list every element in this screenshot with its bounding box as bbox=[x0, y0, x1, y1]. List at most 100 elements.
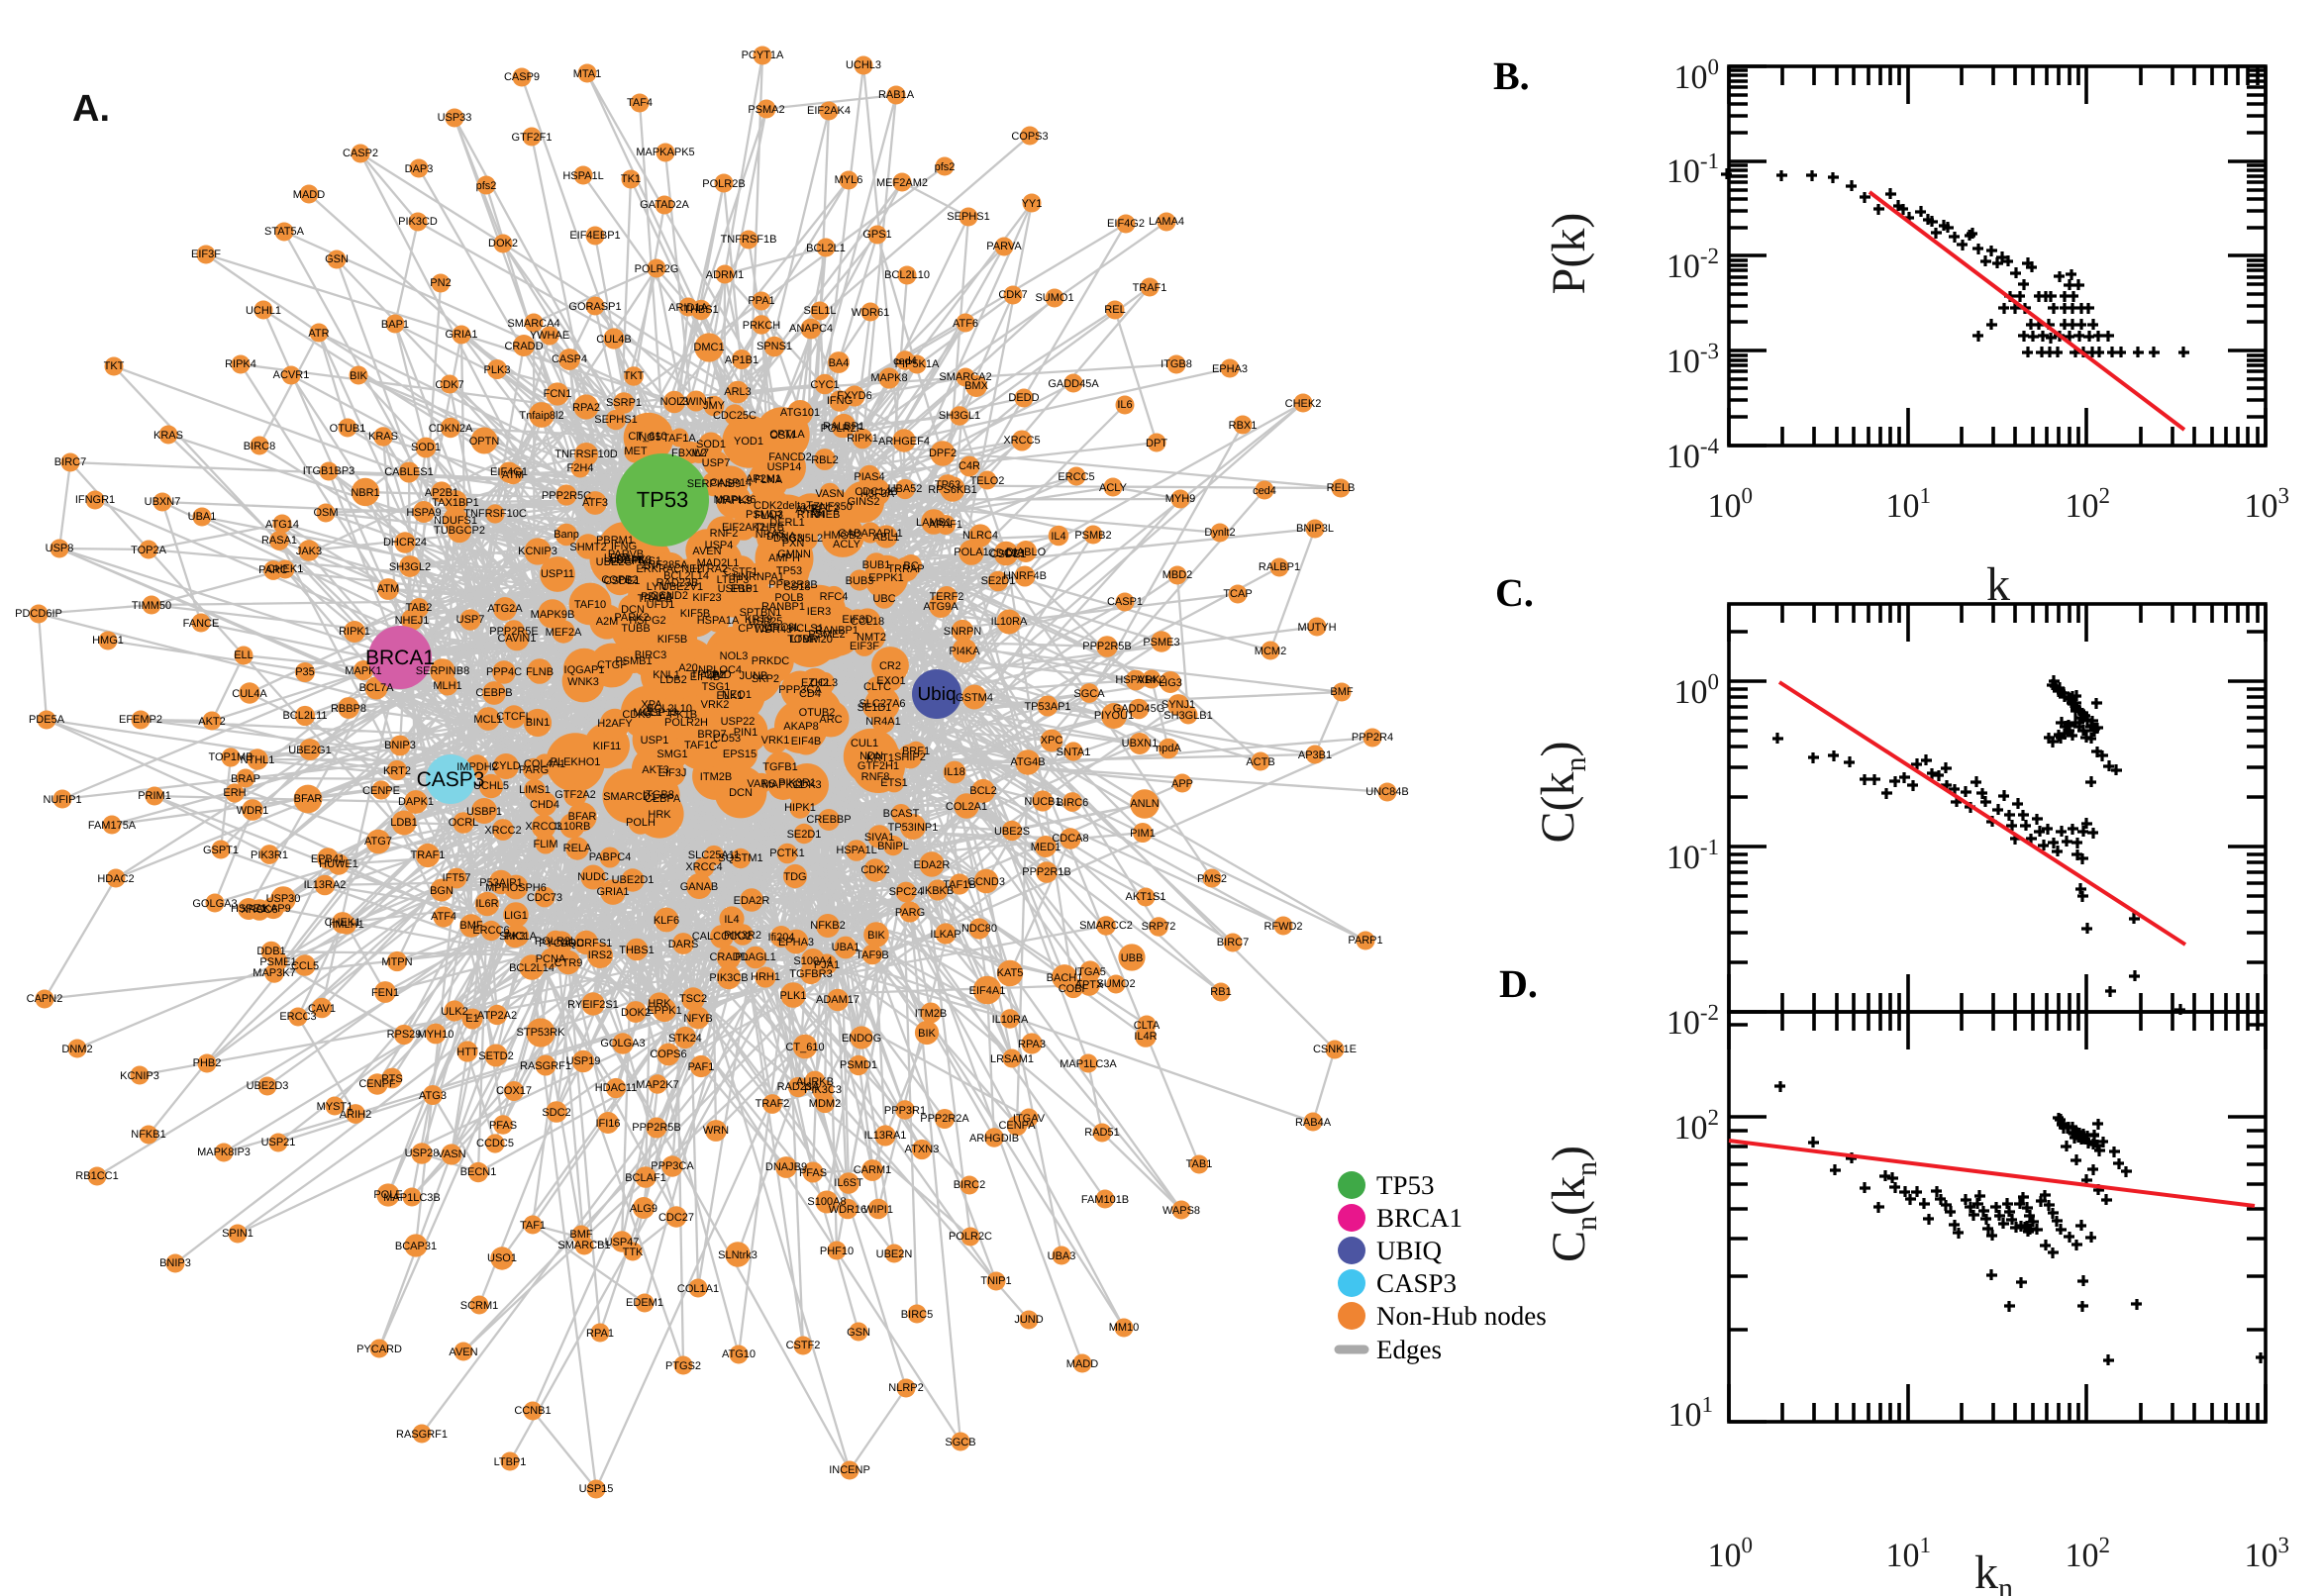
svg-text:BRAP: BRAP bbox=[231, 773, 260, 785]
svg-text:CASP3: CASP3 bbox=[417, 768, 485, 791]
svg-text:SEPHS1: SEPHS1 bbox=[594, 414, 637, 426]
svg-text:RELB: RELB bbox=[1327, 482, 1356, 494]
svg-text:RPS29: RPS29 bbox=[387, 1029, 422, 1041]
svg-text:SDC2: SDC2 bbox=[542, 1107, 570, 1119]
svg-text:BCLAF1: BCLAF1 bbox=[625, 1172, 666, 1184]
svg-text:PAF1: PAF1 bbox=[688, 1061, 715, 1073]
svg-text:ATP2A2: ATP2A2 bbox=[477, 1010, 517, 1022]
svg-text:FEN1: FEN1 bbox=[371, 987, 399, 999]
svg-text:OSM: OSM bbox=[769, 430, 794, 442]
svg-text:MM10: MM10 bbox=[1109, 1322, 1140, 1334]
svg-text:GOLGA3: GOLGA3 bbox=[600, 1038, 645, 1049]
svg-text:UBXN1: UBXN1 bbox=[1122, 738, 1159, 749]
svg-text:POLR2F: POLR2F bbox=[821, 423, 863, 435]
svg-text:PPP2R5E: PPP2R5E bbox=[489, 626, 539, 638]
svg-text:PDIA3: PDIA3 bbox=[641, 591, 672, 603]
svg-text:ATG3: ATG3 bbox=[419, 1090, 447, 1102]
svg-text:GADD45G: GADD45G bbox=[1113, 703, 1165, 715]
svg-text:BCAP31: BCAP31 bbox=[395, 1241, 437, 1252]
svg-text:SNTA1: SNTA1 bbox=[1057, 747, 1091, 758]
svg-text:ATR: ATR bbox=[308, 328, 329, 340]
svg-text:SMC1A: SMC1A bbox=[499, 931, 538, 943]
svg-text:BIRC2: BIRC2 bbox=[954, 1179, 985, 1191]
svg-text:MYH9: MYH9 bbox=[1165, 493, 1196, 505]
svg-text:AP3B1: AP3B1 bbox=[1298, 749, 1332, 761]
svg-text:UBE4B: UBE4B bbox=[609, 554, 645, 566]
svg-text:IL4R: IL4R bbox=[1134, 1031, 1157, 1043]
svg-text:RALBP1: RALBP1 bbox=[1259, 561, 1300, 573]
svg-text:RPA1: RPA1 bbox=[586, 1328, 614, 1340]
svg-text:NEO1: NEO1 bbox=[722, 689, 752, 701]
svg-text:ARIH2: ARIH2 bbox=[340, 1109, 371, 1121]
svg-text:GSN: GSN bbox=[325, 253, 349, 265]
svg-text:RASA1: RASA1 bbox=[261, 535, 297, 547]
svg-text:RANBP1: RANBP1 bbox=[815, 625, 858, 637]
svg-text:MAPK8IP3: MAPK8IP3 bbox=[197, 1147, 251, 1158]
svg-text:MCM2: MCM2 bbox=[1255, 646, 1286, 657]
svg-text:TAF9B: TAF9B bbox=[856, 949, 888, 961]
svg-text:TOP1MB: TOP1MB bbox=[208, 751, 252, 763]
svg-text:ATG2A: ATG2A bbox=[487, 603, 523, 615]
svg-text:CDK2: CDK2 bbox=[860, 864, 889, 876]
svg-text:PRKCH: PRKCH bbox=[743, 320, 781, 332]
svg-text:CDKN2A: CDKN2A bbox=[429, 423, 473, 435]
svg-text:IMPDH2: IMPDH2 bbox=[456, 761, 498, 773]
svg-text:DOK2: DOK2 bbox=[488, 238, 518, 249]
svg-text:UCHL5: UCHL5 bbox=[473, 780, 509, 792]
svg-text:UBA1: UBA1 bbox=[188, 511, 217, 523]
svg-text:CASP9: CASP9 bbox=[504, 71, 540, 83]
svg-text:EIF3F: EIF3F bbox=[191, 249, 221, 260]
svg-text:AKAP8: AKAP8 bbox=[783, 721, 818, 733]
svg-text:GSTM4: GSTM4 bbox=[956, 692, 993, 704]
svg-text:BNIP3L: BNIP3L bbox=[1296, 523, 1334, 535]
svg-text:10-2: 10-2 bbox=[1666, 1000, 1719, 1042]
svg-text:USP11: USP11 bbox=[541, 568, 574, 580]
svg-text:APAF1: APAF1 bbox=[929, 519, 962, 531]
svg-text:MUTYH: MUTYH bbox=[1297, 622, 1336, 634]
svg-text:MAD2L1: MAD2L1 bbox=[697, 557, 740, 569]
svg-text:CAV1: CAV1 bbox=[308, 1003, 336, 1015]
svg-text:CUL4A: CUL4A bbox=[232, 688, 267, 700]
svg-text:DAPK1: DAPK1 bbox=[398, 796, 434, 808]
svg-text:PK3: PK3 bbox=[505, 931, 526, 943]
svg-text:PFAS: PFAS bbox=[799, 1167, 827, 1179]
svg-text:RHEB: RHEB bbox=[810, 509, 841, 521]
svg-text:SMARCA4: SMARCA4 bbox=[507, 318, 559, 330]
svg-text:SLC25A11: SLC25A11 bbox=[688, 849, 740, 861]
svg-text:Ubiq: Ubiq bbox=[917, 684, 956, 705]
svg-text:BCL2L14: BCL2L14 bbox=[509, 962, 555, 974]
svg-text:CTCFL: CTCFL bbox=[496, 711, 531, 723]
svg-text:MAP1LC3B: MAP1LC3B bbox=[383, 1192, 440, 1204]
svg-text:NRAS: NRAS bbox=[756, 529, 786, 541]
svg-text:TNIP1: TNIP1 bbox=[980, 1275, 1011, 1287]
svg-text:ITM2B: ITM2B bbox=[915, 1008, 947, 1020]
svg-text:PIK3R1: PIK3R1 bbox=[778, 777, 816, 789]
svg-text:ATF6: ATF6 bbox=[953, 318, 978, 330]
svg-text:npdA: npdA bbox=[1156, 743, 1181, 754]
svg-text:IL10RB: IL10RB bbox=[555, 821, 591, 833]
svg-text:D.: D. bbox=[1499, 961, 1538, 1006]
svg-text:WIPI1: WIPI1 bbox=[863, 1204, 893, 1216]
svg-text:COPS3: COPS3 bbox=[1011, 131, 1048, 143]
svg-text:ITGB8: ITGB8 bbox=[1161, 358, 1192, 370]
svg-text:SQSTM1: SQSTM1 bbox=[718, 852, 762, 864]
svg-text:ERCC5: ERCC5 bbox=[1058, 471, 1094, 483]
svg-text:KRAS: KRAS bbox=[153, 430, 183, 442]
svg-text:PPP3CA: PPP3CA bbox=[651, 1160, 694, 1172]
svg-text:A2M: A2M bbox=[596, 616, 619, 628]
svg-text:GRIA1: GRIA1 bbox=[596, 886, 629, 898]
svg-text:ABL1: ABL1 bbox=[873, 532, 900, 544]
svg-text:FXYD6: FXYD6 bbox=[837, 390, 871, 402]
svg-text:EIF4G2: EIF4G2 bbox=[1107, 218, 1145, 230]
svg-text:PMS1: PMS1 bbox=[632, 555, 661, 567]
svg-text:DOK2: DOK2 bbox=[621, 1007, 651, 1019]
svg-text:ARHGEF4: ARHGEF4 bbox=[878, 436, 930, 448]
svg-text:TP53AP1: TP53AP1 bbox=[1024, 701, 1070, 713]
svg-text:AP2M1: AP2M1 bbox=[746, 473, 781, 485]
svg-text:Ifi204: Ifi204 bbox=[768, 932, 795, 944]
svg-text:UBA52: UBA52 bbox=[888, 483, 923, 495]
svg-text:CDC14B: CDC14B bbox=[855, 486, 897, 498]
svg-text:USP15: USP15 bbox=[579, 1483, 614, 1495]
svg-text:PIK3CD: PIK3CD bbox=[398, 216, 438, 228]
svg-text:NDC80: NDC80 bbox=[961, 923, 997, 935]
